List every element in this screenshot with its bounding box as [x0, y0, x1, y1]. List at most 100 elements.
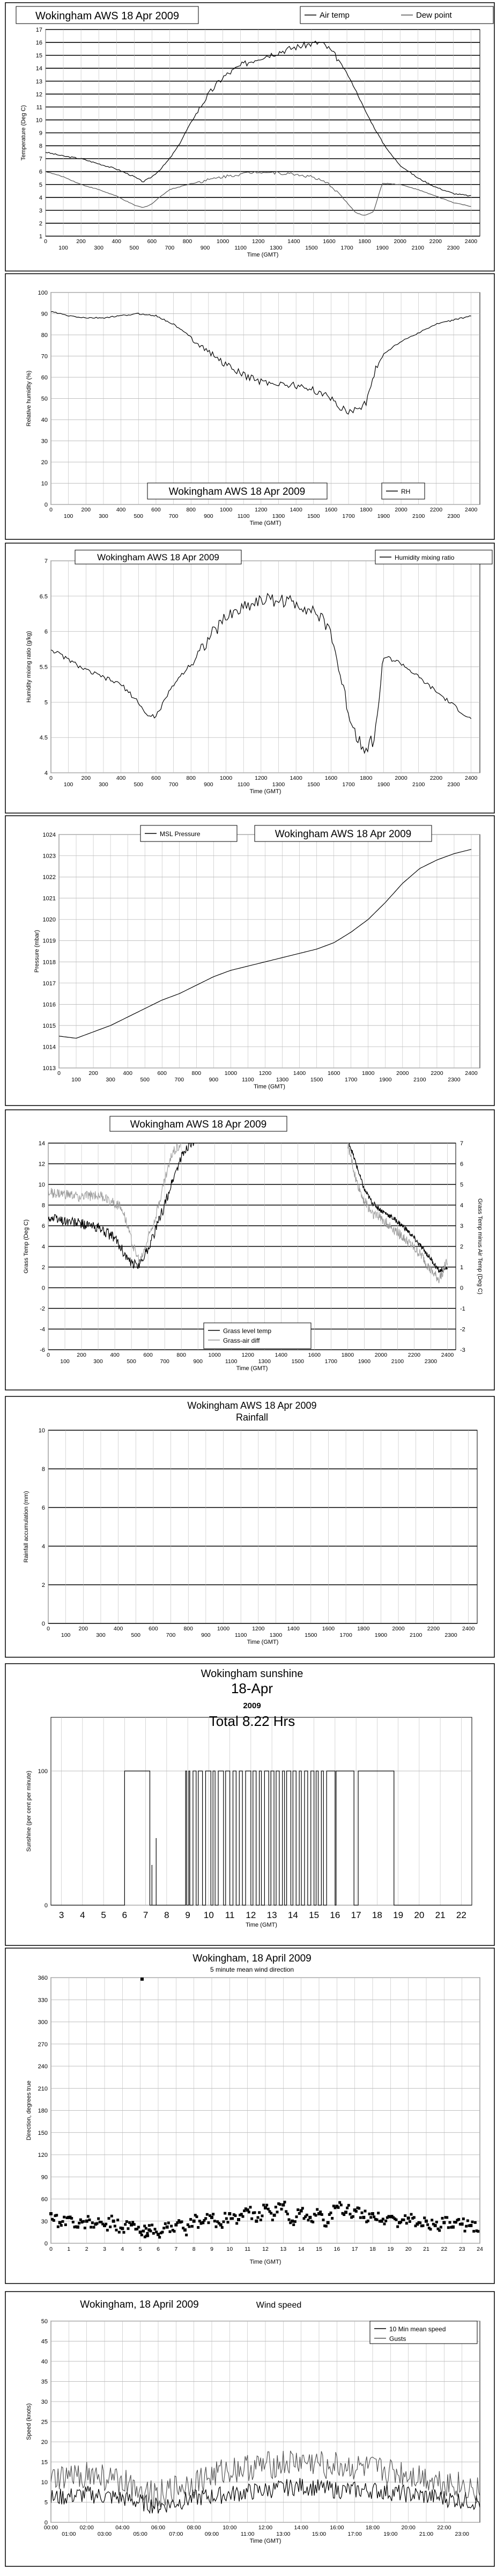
x-tick-label: 800 — [183, 238, 192, 245]
wind-direction-point — [146, 2231, 149, 2235]
wind-direction-point — [291, 2219, 294, 2223]
y-tick-label: 1014 — [43, 1044, 56, 1050]
x-tick-label: 0 — [49, 507, 53, 513]
wind-direction-point — [346, 2206, 349, 2209]
x-tick-label: 600 — [149, 1626, 158, 1632]
wind-direction-point — [128, 2221, 131, 2224]
wind-direction-point — [140, 1977, 144, 1981]
y-axis-label: Direction, degrees true — [26, 2081, 32, 2140]
wind-direction-point — [101, 2222, 105, 2226]
x-tick-label: 02:00 — [80, 2524, 94, 2531]
wind-direction-point — [335, 2205, 339, 2208]
wind-direction-point — [246, 2208, 249, 2212]
wind-direction-point — [112, 2219, 115, 2223]
series-line-msl-pressure — [59, 849, 472, 1039]
wind-direction-point — [347, 2204, 350, 2207]
y-tick-label: 8 — [42, 1203, 45, 1209]
x-tick-label: 300 — [99, 781, 108, 788]
x-tick-label: 7 — [143, 1910, 148, 1920]
y-tick-label: 13 — [36, 78, 42, 85]
wind-direction-point — [127, 2227, 130, 2230]
x-tick-label: 1800 — [358, 238, 371, 245]
x-tick-label: 900 — [204, 781, 213, 788]
wind-direction-point — [416, 2222, 419, 2226]
x-tick-label: 1200 — [252, 1626, 265, 1632]
x-axis-label: Time (GMT) — [250, 2538, 281, 2544]
chart-title: Wokingham AWS 18 Apr 2009 — [187, 1400, 316, 1411]
wind-direction-point — [366, 2219, 369, 2222]
y-tick-label: 7 — [39, 156, 42, 163]
y-tick-label: 1020 — [43, 917, 56, 923]
wind-direction-point — [253, 2211, 256, 2214]
x-tick-label: 900 — [201, 245, 210, 251]
x-tick-label: 16:00 — [330, 2524, 344, 2531]
x-tick-label: 1200 — [255, 507, 268, 513]
wind-direction-point — [225, 2217, 228, 2220]
y-tick-label: 240 — [38, 2063, 48, 2070]
x-tick-label: 15 — [309, 1910, 319, 1920]
y-tick-label: 14 — [39, 1140, 45, 1147]
x-axis-label: Time (GMT) — [247, 1639, 279, 1645]
legend-label: MSL Pressure — [160, 830, 201, 838]
wind-direction-point — [214, 2225, 218, 2228]
x-tick-label: 1300 — [270, 1632, 283, 1638]
wind-direction-point — [350, 2216, 353, 2219]
x-tick-label: 700 — [175, 1077, 184, 1083]
chart-windspeed: 0 5 10 15 20 25 30 35 40 45 50 00:00 02:00 04:00 06:00… — [5, 2291, 495, 2567]
wind-direction-point — [86, 2215, 90, 2218]
wind-direction-point — [295, 2215, 298, 2219]
x-tick-label: 21:00 — [419, 2531, 433, 2537]
y-tick-label: 8 — [39, 143, 42, 150]
wind-direction-point — [78, 2221, 81, 2224]
y2-tick-label: 0 — [460, 1285, 463, 1292]
y-tick-label: 1019 — [43, 938, 56, 945]
wind-direction-point — [333, 2206, 337, 2209]
x-tick-label: 1000 — [225, 1070, 238, 1077]
x-tick-label: 2300 — [425, 1358, 438, 1365]
x-tick-label: 18:00 — [366, 2524, 380, 2531]
wind-direction-point — [195, 2215, 198, 2219]
wind-direction-point — [337, 2206, 340, 2209]
wind-direction-point — [201, 2221, 205, 2224]
y-tick-label: 150 — [38, 2130, 48, 2136]
wind-direction-point — [119, 2226, 122, 2229]
x-tick-label: 20:00 — [402, 2524, 416, 2531]
y-tick-label: 9 — [39, 130, 42, 137]
wind-direction-point — [58, 2221, 62, 2224]
wind-direction-point — [264, 2206, 267, 2209]
x-tick-label: 2200 — [429, 238, 442, 245]
x-axis-label: Time (GMT) — [250, 2259, 281, 2265]
y-tick-label: 1024 — [43, 832, 56, 838]
wind-direction-point — [188, 2225, 191, 2228]
x-tick-label: 1100 — [234, 245, 247, 251]
x-tick-label: 14:00 — [294, 2524, 308, 2531]
x-tick-label: 1500 — [307, 781, 320, 788]
x-tick-label: 11 — [244, 2246, 250, 2252]
wind-direction-point — [324, 2224, 328, 2228]
wind-direction-point — [255, 2219, 258, 2223]
series-line-grass-level-temp — [349, 1143, 448, 1273]
y-tick-label: -6 — [40, 1347, 45, 1353]
x-axis-label: Time (GMT) — [250, 520, 281, 526]
x-tick-label: 2100 — [412, 245, 425, 251]
series-line-air-temp — [46, 40, 471, 197]
wind-direction-point — [179, 2221, 182, 2224]
wind-direction-point — [276, 2211, 279, 2214]
x-tick-label: 1600 — [325, 775, 338, 781]
x-tick-label: 1900 — [377, 781, 390, 788]
x-tick-label: 2300 — [448, 1077, 461, 1083]
x-axis-label: Time (GMT) — [254, 1084, 285, 1090]
x-tick-label: 1600 — [322, 1626, 335, 1632]
wind-direction-point — [401, 2218, 404, 2221]
x-tick-label: 600 — [147, 238, 157, 245]
x-tick-label: 0 — [49, 775, 53, 781]
wind-direction-point — [462, 2217, 465, 2220]
wind-direction-point — [358, 2207, 361, 2210]
wind-direction-point — [217, 2222, 220, 2225]
wind-direction-point — [374, 2218, 377, 2221]
x-tick-label: 22 — [456, 1910, 466, 1920]
x-tick-label: 1200 — [259, 1070, 272, 1077]
x-tick-label: 17:00 — [348, 2531, 362, 2537]
